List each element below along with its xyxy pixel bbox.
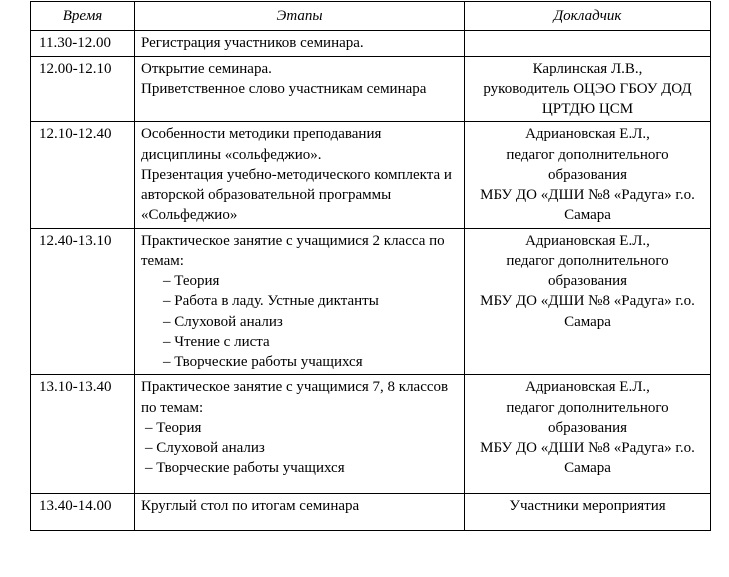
speaker-line: МБУ ДО «ДШИ №8 «Радуга» г.о. Самара xyxy=(471,291,704,332)
schedule-table: Время Этапы Докладчик 11.30-12.00 Регист… xyxy=(30,1,711,531)
speaker-line: педагог дополнительного образования xyxy=(471,398,704,439)
header-stage: Этапы xyxy=(135,2,465,31)
header-time: Время xyxy=(31,2,135,31)
table-row: 13.10-13.40 Практическое занятие с учащи… xyxy=(31,375,711,493)
bullet-list: Теория Работа в ладу. Устные диктанты Сл… xyxy=(141,271,458,372)
speaker-line: руководитель ОЦЭО ГБОУ ДОД ЦРТДЮ ЦСМ xyxy=(471,79,704,120)
bullet-item: Творческие работы учащихся xyxy=(145,458,458,478)
speaker-line: педагог дополнительного образования xyxy=(471,145,704,186)
cell-time: 13.40-14.00 xyxy=(31,493,135,530)
cell-stage: Практическое занятие с учащимися 7, 8 кл… xyxy=(135,375,465,493)
bullet-item: Слуховой анализ xyxy=(163,312,458,332)
cell-speaker: Адриановская Е.Л., педагог дополнительно… xyxy=(465,375,711,493)
cell-speaker xyxy=(465,31,711,56)
cell-stage: Открытие семинара. Приветственное слово … xyxy=(135,56,465,122)
cell-time: 12.00-12.10 xyxy=(31,56,135,122)
bullet-item: Слуховой анализ xyxy=(145,438,458,458)
bullet-item: Теория xyxy=(145,418,458,438)
cell-stage: Практическое занятие с учащимися 2 класс… xyxy=(135,228,465,375)
cell-speaker: Карлинская Л.В., руководитель ОЦЭО ГБОУ … xyxy=(465,56,711,122)
cell-time: 11.30-12.00 xyxy=(31,31,135,56)
header-speaker: Докладчик xyxy=(465,2,711,31)
speaker-line: МБУ ДО «ДШИ №8 «Радуга» г.о. Самара xyxy=(471,438,704,479)
stage-line: Презентация учебно-методического комплек… xyxy=(141,165,458,226)
stage-line: Особенности методики преподавания дисцип… xyxy=(141,124,458,165)
table-header-row: Время Этапы Докладчик xyxy=(31,2,711,31)
stage-line: Приветственное слово участникам семинара xyxy=(141,79,458,99)
table-row: 13.40-14.00 Круглый стол по итогам семин… xyxy=(31,493,711,530)
bullet-item: Творческие работы учащихся xyxy=(163,352,458,372)
cell-speaker: Адриановская Е.Л., педагог дополнительно… xyxy=(465,122,711,228)
stage-line: Круглый стол по итогам семинара xyxy=(141,498,359,514)
table-row: 11.30-12.00 Регистрация участников семин… xyxy=(31,31,711,56)
bullet-item: Чтение с листа xyxy=(163,332,458,352)
speaker-line: Адриановская Е.Л., xyxy=(471,231,704,251)
stage-intro: Практическое занятие с учащимися 2 класс… xyxy=(141,231,458,272)
stage-line: Регистрация участников семинара. xyxy=(141,35,364,51)
bullet-item: Работа в ладу. Устные диктанты xyxy=(163,291,458,311)
stage-line: Открытие семинара. xyxy=(141,59,458,79)
cell-stage: Особенности методики преподавания дисцип… xyxy=(135,122,465,228)
speaker-line: Адриановская Е.Л., xyxy=(471,377,704,397)
stage-intro: Практическое занятие с учащимися 7, 8 кл… xyxy=(141,377,458,418)
speaker-line: Карлинская Л.В., xyxy=(471,59,704,79)
bullet-list: Теория Слуховой анализ Творческие работы… xyxy=(141,418,458,479)
cell-stage: Круглый стол по итогам семинара xyxy=(135,493,465,530)
cell-stage: Регистрация участников семинара. xyxy=(135,31,465,56)
speaker-line: МБУ ДО «ДШИ №8 «Радуга» г.о. Самара xyxy=(471,185,704,226)
speaker-line: педагог дополнительного образования xyxy=(471,251,704,292)
cell-speaker: Адриановская Е.Л., педагог дополнительно… xyxy=(465,228,711,375)
speaker-line: Адриановская Е.Л., xyxy=(471,124,704,144)
speaker-line: Участники мероприятия xyxy=(509,498,665,514)
table-row: 12.00-12.10 Открытие семинара. Приветств… xyxy=(31,56,711,122)
cell-speaker: Участники мероприятия xyxy=(465,493,711,530)
table-row: 12.10-12.40 Особенности методики препода… xyxy=(31,122,711,228)
cell-time: 12.40-13.10 xyxy=(31,228,135,375)
cell-time: 12.10-12.40 xyxy=(31,122,135,228)
cell-time: 13.10-13.40 xyxy=(31,375,135,493)
table-row: 12.40-13.10 Практическое занятие с учащи… xyxy=(31,228,711,375)
bullet-item: Теория xyxy=(163,271,458,291)
